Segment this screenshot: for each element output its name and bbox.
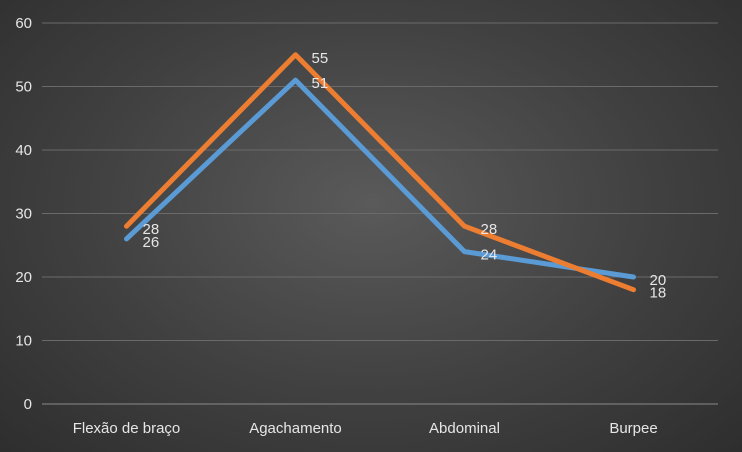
y-tick-label: 10: [15, 333, 32, 350]
x-tick-label: Flexão de braço: [73, 420, 181, 437]
y-axis-ticks: 0 10 20 30 40 50 60: [15, 15, 32, 413]
series-line-2: [124, 52, 636, 293]
data-label: 26: [143, 234, 160, 251]
x-tick-label: Agachamento: [249, 420, 342, 437]
x-tick-label: Abdominal: [429, 420, 500, 437]
y-tick-label: 30: [15, 206, 32, 223]
gridlines: [42, 22, 718, 405]
series-line-1: [124, 77, 636, 280]
data-label: 28: [143, 221, 160, 238]
data-label: 18: [650, 285, 667, 302]
x-tick-label: Burpee: [609, 420, 657, 437]
data-label: 51: [312, 75, 329, 92]
y-tick-label: 0: [24, 396, 32, 413]
y-tick-label: 40: [15, 142, 32, 159]
y-tick-label: 20: [15, 269, 32, 286]
series-lines: [124, 52, 636, 293]
data-label: 55: [312, 50, 329, 67]
data-label: 20: [650, 272, 667, 289]
y-tick-label: 60: [15, 15, 32, 32]
data-label: 24: [481, 247, 498, 264]
data-label: 28: [481, 221, 498, 238]
y-tick-label: 50: [15, 79, 32, 96]
x-axis-ticks: Flexão de braço Agachamento Abdominal Burpe…: [73, 420, 658, 437]
data-labels: 26 51 24 20 28 55 28 18: [143, 50, 667, 302]
